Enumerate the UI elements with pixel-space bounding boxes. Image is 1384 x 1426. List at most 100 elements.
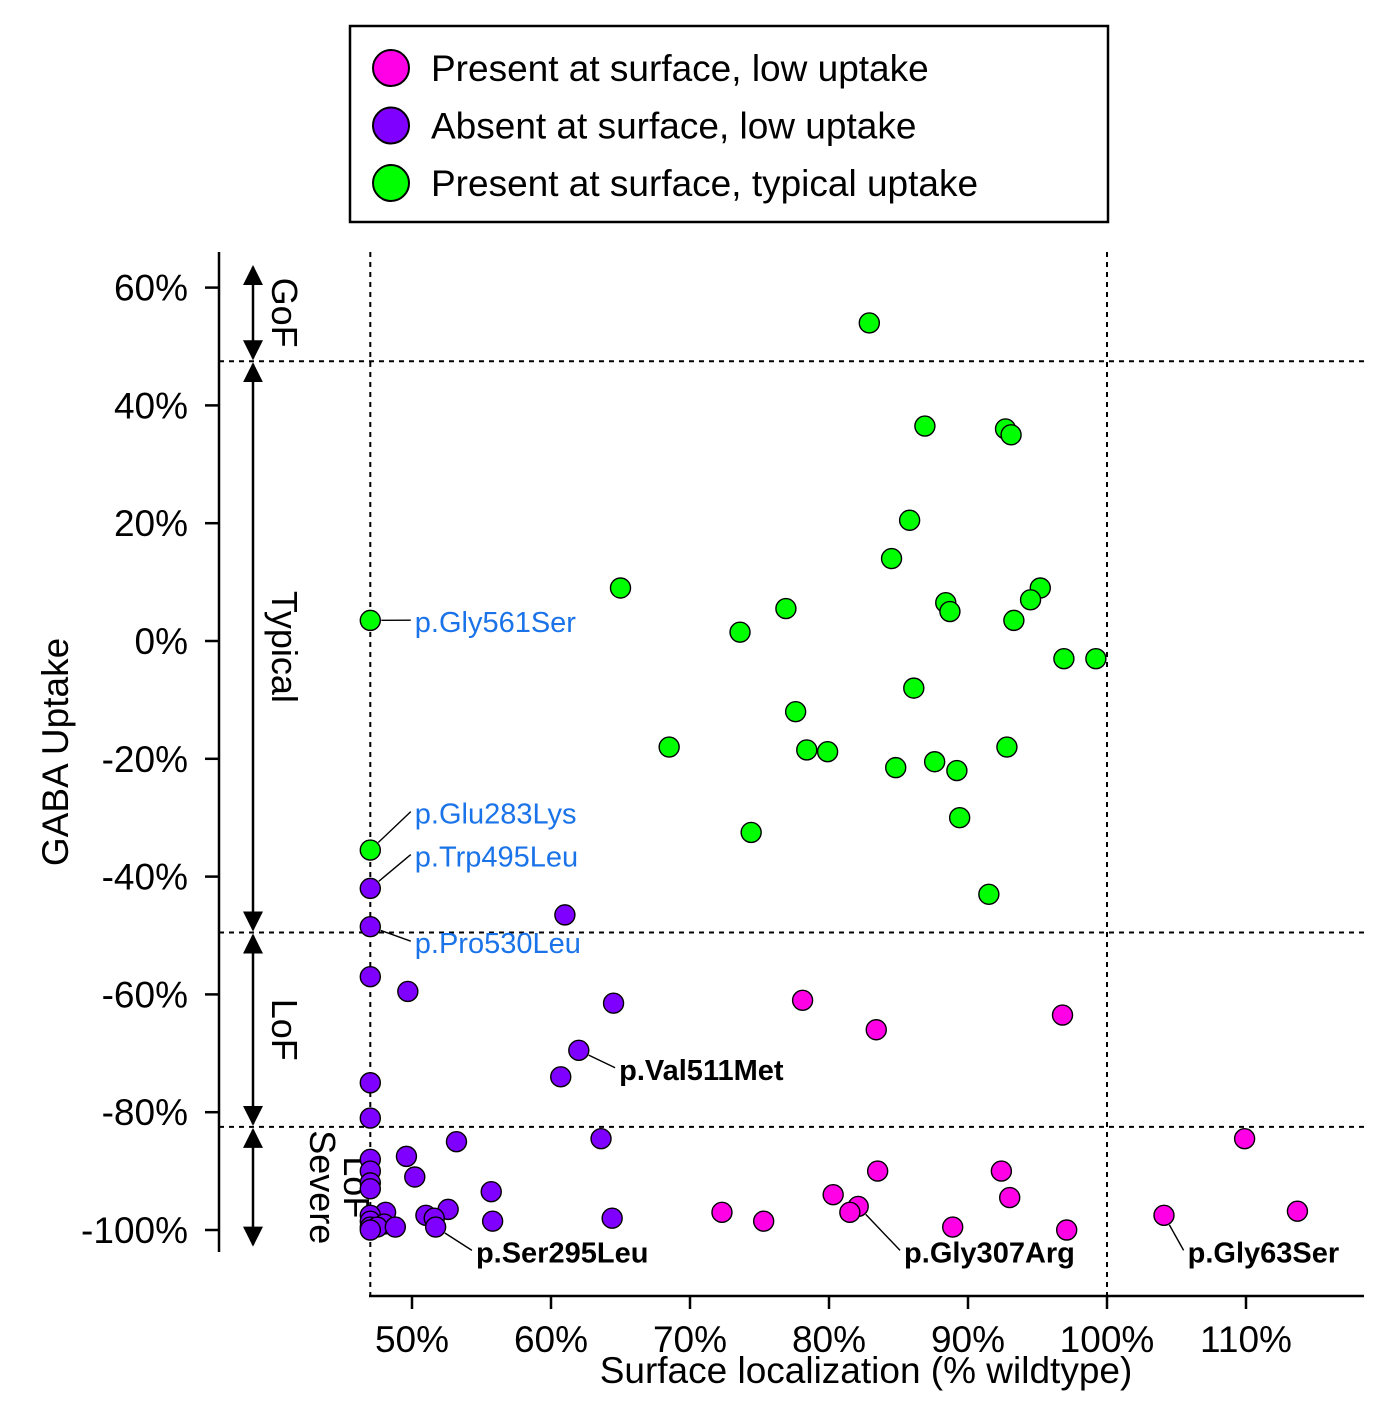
data-point xyxy=(880,547,903,570)
data-point xyxy=(359,966,381,988)
legend-label: Present at surface, low uptake xyxy=(431,48,929,89)
annotation-leader-line xyxy=(444,1232,473,1251)
data-point xyxy=(990,1160,1013,1182)
legend-marker xyxy=(372,164,410,202)
data-point xyxy=(481,1210,504,1232)
data-point xyxy=(816,741,839,763)
data-point xyxy=(999,1186,1021,1209)
x-tick-label: 80% xyxy=(792,1319,866,1360)
annotation-label: p.Ser295Leu xyxy=(476,1237,648,1269)
data-point xyxy=(1055,1219,1078,1241)
x-tick-label: 90% xyxy=(931,1319,1005,1360)
x-tick-label: 50% xyxy=(375,1319,449,1360)
data-point xyxy=(898,509,921,531)
data-point xyxy=(359,1178,381,1200)
y-tick-label: 20% xyxy=(114,503,188,544)
data-point xyxy=(359,1072,381,1094)
y-tick-label: -60% xyxy=(102,974,188,1015)
data-point xyxy=(1153,1204,1175,1226)
data-point xyxy=(740,821,762,844)
region-label: LoF xyxy=(264,999,305,1061)
data-point xyxy=(791,989,814,1011)
data-point xyxy=(914,415,936,437)
y-tick-label: 40% xyxy=(114,385,188,426)
data-point xyxy=(424,1216,447,1238)
annotation-label: p.Trp495Leu xyxy=(415,842,578,874)
data-point xyxy=(359,609,381,632)
data-point xyxy=(978,883,1000,905)
data-point xyxy=(839,1201,861,1224)
legend-marker xyxy=(372,106,410,145)
y-tick-label: -20% xyxy=(102,739,188,780)
data-point xyxy=(903,677,925,699)
data-point xyxy=(1233,1128,1256,1150)
data-points xyxy=(359,312,1309,1251)
annotation-label: p.Gly307Arg xyxy=(904,1237,1075,1269)
y-tick-label: -80% xyxy=(102,1092,188,1133)
data-point xyxy=(1051,1004,1074,1026)
y-tick-label: 60% xyxy=(114,268,188,309)
data-point xyxy=(359,839,381,861)
data-point xyxy=(822,1183,844,1206)
data-point xyxy=(865,1019,887,1041)
data-point xyxy=(1019,589,1042,611)
region-label: GoF xyxy=(264,278,305,348)
region-label: Typical xyxy=(264,591,305,703)
annotation-label: p.Gly63Ser xyxy=(1188,1237,1340,1269)
data-point xyxy=(923,751,946,773)
data-point xyxy=(942,1216,964,1238)
annotations: p.Gly561Ser p.Glu283Lys p.Trp495Leu p.Pro53… xyxy=(415,607,1339,1269)
data-point xyxy=(729,621,751,643)
region-label: Severe xyxy=(302,1130,343,1244)
data-point xyxy=(602,992,625,1014)
data-point xyxy=(658,736,680,758)
legend-marker xyxy=(372,49,410,87)
annotation-leader-line xyxy=(865,1213,901,1251)
data-point xyxy=(1053,647,1075,670)
y-axis-label: GABA Uptake xyxy=(35,638,76,866)
annotation-label: p.Pro530Leu xyxy=(415,928,581,960)
y-tick-label: -40% xyxy=(102,857,188,898)
data-point xyxy=(1000,424,1022,446)
data-point xyxy=(996,736,1018,758)
legend-box xyxy=(348,24,1110,224)
data-point xyxy=(590,1128,612,1150)
data-point xyxy=(550,1066,572,1088)
x-ticks: 50% 60% 70% 80% 90% 100% 110% xyxy=(375,1296,1292,1360)
data-point xyxy=(796,739,818,761)
data-point xyxy=(601,1207,623,1229)
data-point xyxy=(1085,647,1107,670)
y-ticks: 60% 40% 20% 0% -20% -40% -60% -80% -100% xyxy=(81,268,219,1251)
x-tick-label: 60% xyxy=(514,1319,588,1360)
data-point xyxy=(711,1201,733,1224)
data-point xyxy=(359,1219,381,1241)
legend-label: Present at surface, typical uptake xyxy=(431,163,978,204)
annotation-label: p.Glu283Lys xyxy=(415,799,577,831)
x-axis-label: Surface localization (% wildtype) xyxy=(600,1350,1133,1391)
data-point xyxy=(948,807,971,829)
annotation-leader-line xyxy=(377,811,412,844)
annotation-leader-line xyxy=(380,929,412,942)
data-point xyxy=(554,904,576,926)
data-point xyxy=(866,1160,889,1182)
reference-lines xyxy=(219,252,1364,1296)
data-point xyxy=(752,1210,775,1232)
data-point xyxy=(359,1107,381,1129)
data-point xyxy=(784,700,807,723)
x-tick-label: 110% xyxy=(1200,1319,1292,1360)
x-tick-label: 70% xyxy=(653,1319,727,1360)
data-point xyxy=(359,915,381,938)
y-tick-label: -100% xyxy=(81,1210,188,1251)
data-point xyxy=(384,1216,407,1238)
legend-label: Absent at surface, low uptake xyxy=(431,106,916,147)
data-point xyxy=(445,1130,468,1153)
data-point xyxy=(359,877,381,900)
x-tick-label: 100% xyxy=(1060,1319,1155,1360)
axes xyxy=(217,252,1364,1298)
data-point xyxy=(858,312,881,334)
data-point xyxy=(946,759,968,782)
data-point xyxy=(1003,609,1025,632)
y-tick-label: 0% xyxy=(135,621,188,662)
